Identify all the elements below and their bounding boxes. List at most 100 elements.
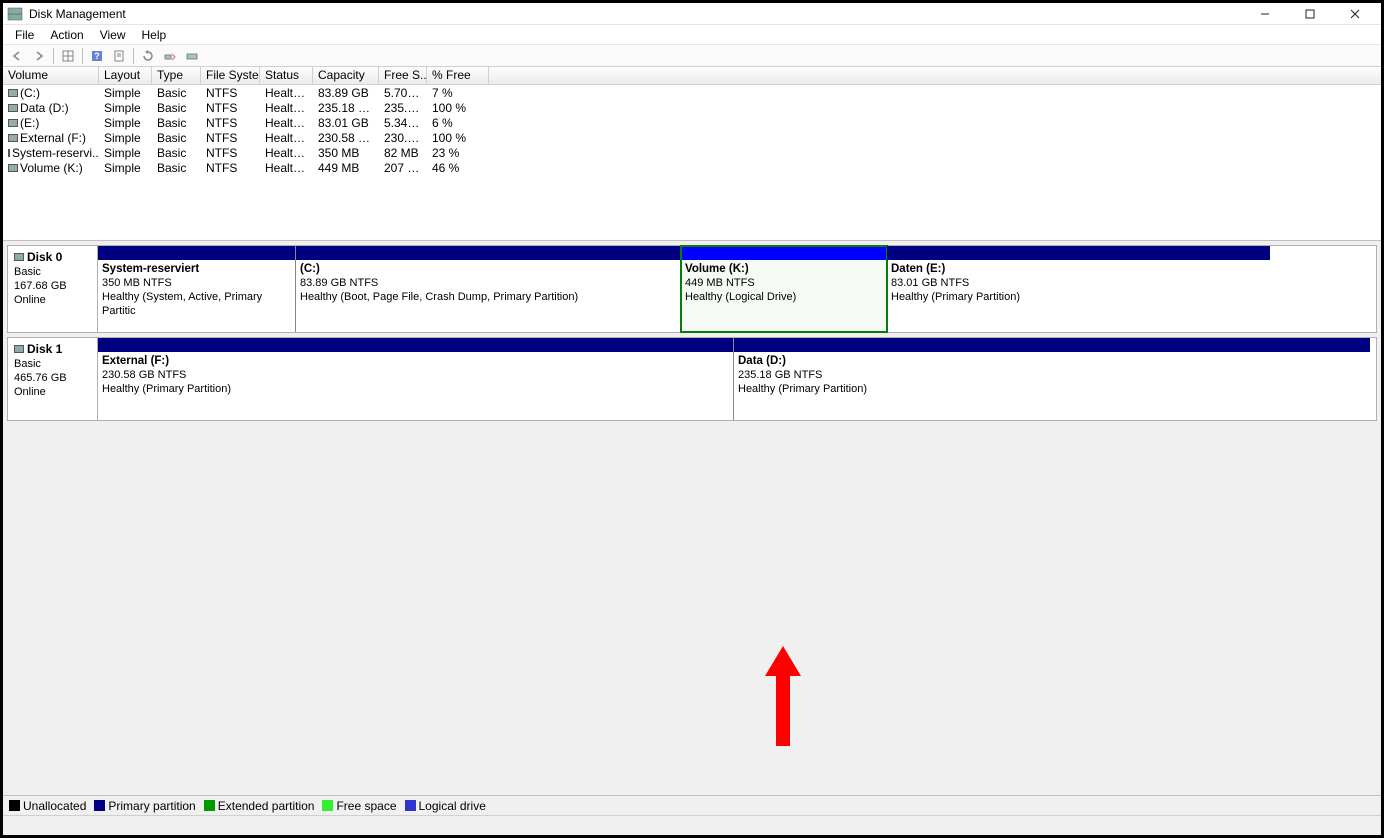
col-filesystem[interactable]: File System: [201, 67, 260, 84]
back-icon[interactable]: [7, 47, 27, 65]
volume-status: Healthy ...: [260, 161, 313, 175]
partition-status: Healthy (Primary Partition): [738, 383, 867, 395]
svg-text:?: ?: [94, 51, 100, 61]
partition[interactable]: Data (D:) 235.18 GB NTFS Healthy (Primary …: [734, 338, 1370, 420]
drive-icon: [8, 149, 10, 157]
partition-status: Healthy (System, Active, Primary Partiti…: [102, 291, 262, 317]
partition-size: 83.01 GB NTFS: [891, 277, 969, 289]
legend-label: Free space: [336, 799, 396, 813]
partition-title: Data (D:): [738, 355, 786, 367]
refresh-icon[interactable]: [138, 47, 158, 65]
volume-layout: Simple: [99, 86, 152, 100]
window-controls: [1242, 3, 1377, 25]
partition-size: 350 MB NTFS: [102, 277, 172, 289]
partition-body: Data (D:) 235.18 GB NTFS Healthy (Primary …: [734, 352, 1370, 420]
volume-type: Basic: [152, 116, 201, 130]
volume-capacity: 83.89 GB: [313, 86, 379, 100]
volume-row[interactable]: Data (D:)SimpleBasicNTFSHealthy ...235.1…: [3, 100, 1381, 115]
maximize-button[interactable]: [1287, 3, 1332, 25]
volume-type: Basic: [152, 161, 201, 175]
disk-label[interactable]: Disk 1Basic465.76 GBOnline: [8, 338, 98, 420]
col-type[interactable]: Type: [152, 67, 201, 84]
volume-pctfree: 100 %: [427, 101, 489, 115]
volume-type: Basic: [152, 131, 201, 145]
minimize-button[interactable]: [1242, 3, 1287, 25]
col-volume[interactable]: Volume: [3, 67, 99, 84]
drive-icon: [8, 134, 18, 142]
toolbar-separator: [53, 48, 54, 64]
volume-layout: Simple: [99, 101, 152, 115]
volume-row[interactable]: (E:)SimpleBasicNTFSHealthy ...83.01 GB5.…: [3, 115, 1381, 130]
grid-icon[interactable]: [58, 47, 78, 65]
volume-row[interactable]: (C:)SimpleBasicNTFSHealthy ...83.89 GB5.…: [3, 85, 1381, 100]
help-icon[interactable]: ?: [87, 47, 107, 65]
volume-row[interactable]: External (F:)SimpleBasicNTFSHealthy ...2…: [3, 130, 1381, 145]
col-free[interactable]: Free S...: [379, 67, 427, 84]
volume-fs: NTFS: [201, 131, 260, 145]
volume-type: Basic: [152, 86, 201, 100]
partition[interactable]: System-reserviert350 MB NTFSHealthy (Sys…: [98, 246, 296, 332]
legend-swatch: [204, 800, 215, 811]
properties-icon[interactable]: [109, 47, 129, 65]
menu-view[interactable]: View: [94, 26, 132, 44]
volume-layout: Simple: [99, 161, 152, 175]
volume-name: (E:): [20, 116, 39, 130]
partition-size: 83.89 GB NTFS: [300, 277, 378, 289]
volume-pctfree: 23 %: [427, 146, 489, 160]
menu-action[interactable]: Action: [44, 26, 89, 44]
volume-capacity: 350 MB: [313, 146, 379, 160]
legend-item: Free space: [322, 799, 396, 813]
status-bar: [3, 815, 1381, 835]
col-pctfree[interactable]: % Free: [427, 67, 489, 84]
partition[interactable]: (C:)83.89 GB NTFSHealthy (Boot, Page Fil…: [296, 246, 681, 332]
volume-fs: NTFS: [201, 146, 260, 160]
volume-free: 5.70 GB: [379, 86, 427, 100]
partition-body: (C:)83.89 GB NTFSHealthy (Boot, Page Fil…: [296, 260, 680, 332]
menu-help[interactable]: Help: [136, 26, 173, 44]
action-icon[interactable]: [160, 47, 180, 65]
col-capacity[interactable]: Capacity: [313, 67, 379, 84]
volume-fs: NTFS: [201, 101, 260, 115]
close-button[interactable]: [1332, 3, 1377, 25]
partition-strip: [887, 246, 1270, 260]
disk-icon[interactable]: [182, 47, 202, 65]
drive-icon: [8, 164, 18, 172]
volume-capacity: 449 MB: [313, 161, 379, 175]
col-status[interactable]: Status: [260, 67, 313, 84]
menu-file[interactable]: File: [9, 26, 40, 44]
volume-row[interactable]: System-reservi...SimpleBasicNTFSHealthy …: [3, 145, 1381, 160]
partition-status: Healthy (Logical Drive): [685, 291, 796, 303]
disk-label[interactable]: Disk 0Basic167.68 GBOnline: [8, 246, 98, 332]
volume-free: 5.34 GB: [379, 116, 427, 130]
volume-status: Healthy ...: [260, 86, 313, 100]
disk-id: Disk 1: [27, 342, 62, 356]
drive-icon: [8, 89, 18, 97]
partition[interactable]: External (F:)230.58 GB NTFSHealthy (Prim…: [98, 338, 734, 420]
legend-label: Unallocated: [23, 799, 86, 813]
disk-management-window: Disk Management File Action View Help ?: [3, 3, 1381, 835]
drive-icon: [8, 104, 18, 112]
partition-strip: [98, 246, 295, 260]
volume-row[interactable]: Volume (K:)SimpleBasicNTFSHealthy ...449…: [3, 160, 1381, 175]
volume-list: Volume Layout Type File System Status Ca…: [3, 67, 1381, 241]
partition[interactable]: Volume (K:)449 MB NTFSHealthy (Logical D…: [681, 246, 887, 332]
partition-size: 235.18 GB NTFS: [738, 369, 822, 381]
volume-capacity: 235.18 GB: [313, 101, 379, 115]
legend-item: Primary partition: [94, 799, 195, 813]
partition[interactable]: Daten (E:)83.01 GB NTFSHealthy (Primary …: [887, 246, 1270, 332]
partition-body: Volume (K:)449 MB NTFSHealthy (Logical D…: [681, 260, 886, 332]
legend: UnallocatedPrimary partitionExtended par…: [3, 795, 1381, 815]
volume-type: Basic: [152, 101, 201, 115]
volume-name: External (F:): [20, 131, 86, 145]
disk-management-icon: [7, 6, 23, 22]
legend-label: Primary partition: [108, 799, 195, 813]
toolbar-separator: [133, 48, 134, 64]
col-layout[interactable]: Layout: [99, 67, 152, 84]
partition-strip: [734, 338, 1370, 352]
disk-state: Online: [14, 386, 46, 398]
volume-fs: NTFS: [201, 116, 260, 130]
volume-free: 235.08...: [379, 101, 427, 115]
disk-type: Basic: [14, 358, 41, 370]
partition-size: 230.58 GB NTFS: [102, 369, 186, 381]
forward-icon[interactable]: [29, 47, 49, 65]
